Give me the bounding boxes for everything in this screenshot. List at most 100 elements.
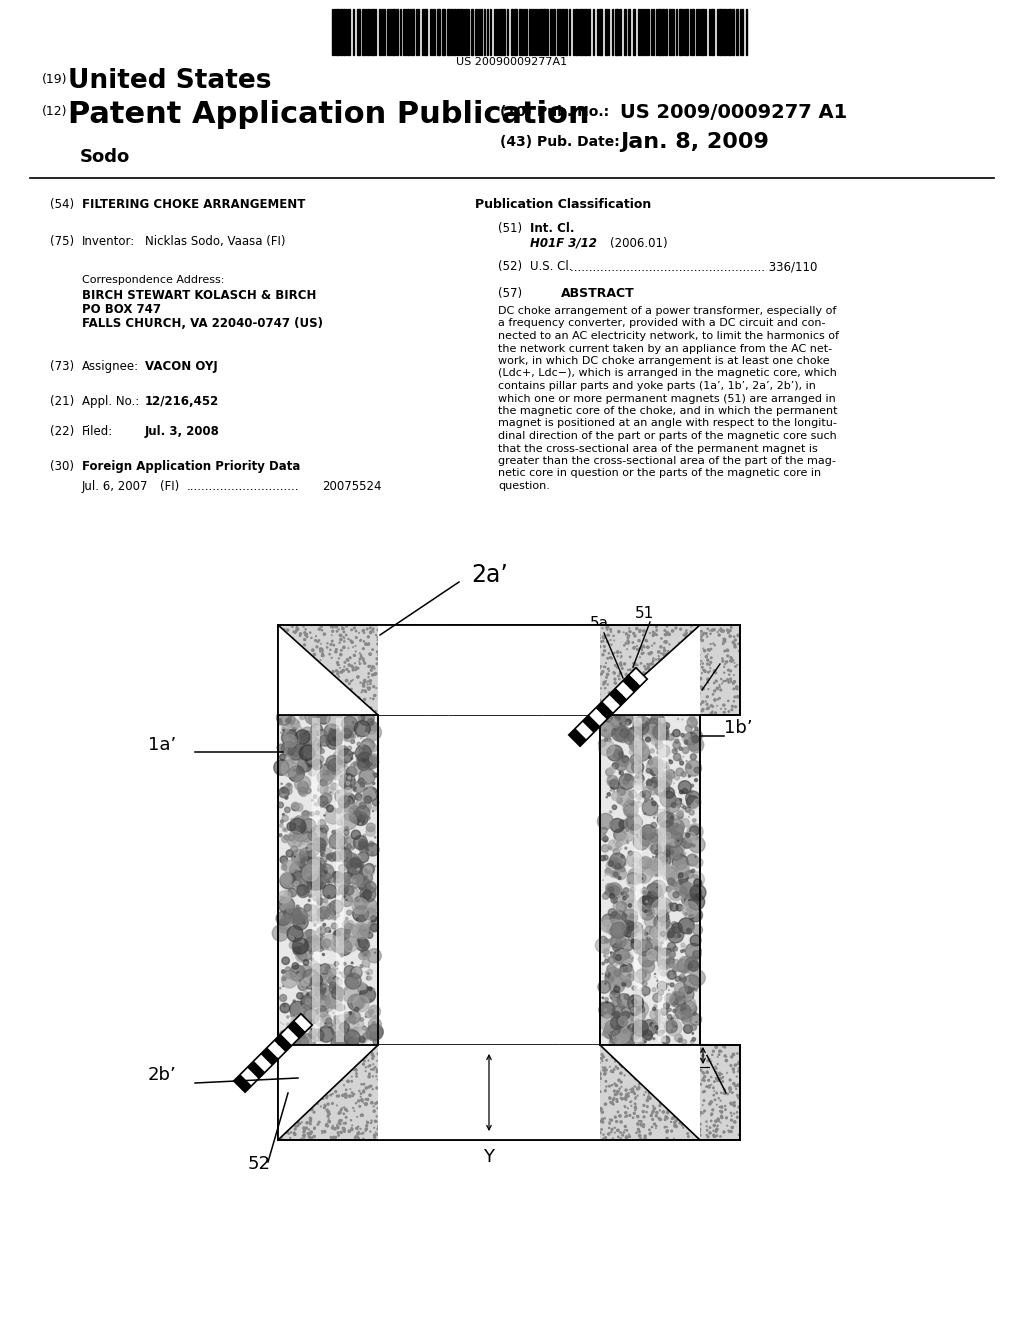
Circle shape (284, 1005, 286, 1007)
Circle shape (505, 1048, 507, 1049)
Circle shape (669, 1053, 672, 1056)
Circle shape (682, 1006, 684, 1008)
Bar (658, 9, 662, 55)
Circle shape (476, 628, 478, 630)
Circle shape (732, 682, 734, 684)
Circle shape (510, 711, 511, 713)
Circle shape (678, 1039, 682, 1043)
Circle shape (614, 706, 616, 708)
Circle shape (312, 873, 314, 875)
Circle shape (360, 783, 365, 787)
Circle shape (397, 696, 399, 698)
Circle shape (633, 1032, 644, 1044)
Circle shape (652, 801, 656, 805)
Circle shape (666, 1115, 667, 1118)
Circle shape (335, 651, 337, 653)
Circle shape (731, 705, 733, 708)
Circle shape (326, 1109, 328, 1111)
Circle shape (608, 861, 613, 866)
Circle shape (389, 701, 392, 702)
Circle shape (447, 713, 450, 714)
Circle shape (688, 961, 698, 972)
Circle shape (279, 898, 295, 913)
Circle shape (680, 883, 695, 899)
Circle shape (351, 689, 352, 690)
Circle shape (373, 1068, 374, 1071)
Circle shape (307, 1133, 309, 1135)
Circle shape (479, 1101, 481, 1102)
Circle shape (313, 1135, 315, 1138)
Circle shape (364, 804, 370, 810)
Circle shape (290, 729, 297, 735)
Circle shape (625, 954, 633, 962)
Circle shape (335, 775, 337, 776)
Circle shape (418, 685, 419, 686)
Circle shape (574, 1119, 575, 1121)
Circle shape (284, 909, 293, 919)
Circle shape (332, 640, 333, 642)
Circle shape (322, 655, 324, 656)
Circle shape (556, 1059, 558, 1060)
Circle shape (689, 870, 691, 873)
Circle shape (495, 647, 497, 649)
Circle shape (339, 634, 341, 636)
Circle shape (344, 886, 354, 895)
Circle shape (655, 1111, 658, 1114)
Circle shape (724, 640, 726, 642)
Circle shape (324, 1059, 327, 1061)
Circle shape (620, 1012, 633, 1026)
Circle shape (495, 639, 497, 642)
Circle shape (625, 818, 634, 828)
Circle shape (316, 974, 325, 981)
Circle shape (348, 746, 351, 750)
Circle shape (666, 833, 671, 838)
Circle shape (645, 1074, 647, 1077)
Circle shape (370, 1026, 376, 1031)
Circle shape (293, 1133, 295, 1134)
Circle shape (705, 671, 707, 672)
Circle shape (299, 847, 315, 863)
Circle shape (709, 649, 711, 651)
Circle shape (285, 783, 292, 791)
Circle shape (654, 1026, 658, 1030)
Circle shape (343, 805, 358, 821)
Circle shape (326, 1096, 328, 1098)
Circle shape (735, 1085, 737, 1086)
Circle shape (419, 661, 420, 663)
Circle shape (728, 681, 729, 682)
Circle shape (302, 946, 305, 950)
Circle shape (583, 1085, 584, 1086)
Circle shape (588, 651, 590, 652)
Circle shape (451, 1105, 453, 1107)
Circle shape (643, 1105, 645, 1106)
Circle shape (395, 671, 397, 672)
Circle shape (622, 1064, 624, 1067)
Circle shape (442, 1069, 444, 1071)
Circle shape (292, 962, 299, 969)
Circle shape (392, 1093, 393, 1094)
Circle shape (355, 667, 356, 668)
Circle shape (684, 733, 694, 743)
Circle shape (514, 693, 516, 696)
Circle shape (305, 738, 321, 752)
Circle shape (321, 853, 325, 857)
Circle shape (674, 829, 677, 832)
Circle shape (680, 762, 684, 766)
Circle shape (456, 702, 458, 705)
Circle shape (408, 680, 410, 682)
Circle shape (283, 813, 285, 816)
Circle shape (421, 1081, 423, 1084)
Circle shape (521, 1106, 522, 1107)
Circle shape (497, 684, 499, 685)
Circle shape (621, 1093, 622, 1096)
Circle shape (653, 696, 655, 698)
Circle shape (692, 648, 694, 649)
Circle shape (505, 628, 506, 630)
Circle shape (687, 1047, 689, 1049)
Circle shape (675, 977, 680, 981)
Circle shape (531, 1081, 534, 1082)
Circle shape (338, 1005, 345, 1011)
Circle shape (572, 710, 574, 711)
Circle shape (567, 693, 568, 694)
Circle shape (658, 659, 660, 660)
